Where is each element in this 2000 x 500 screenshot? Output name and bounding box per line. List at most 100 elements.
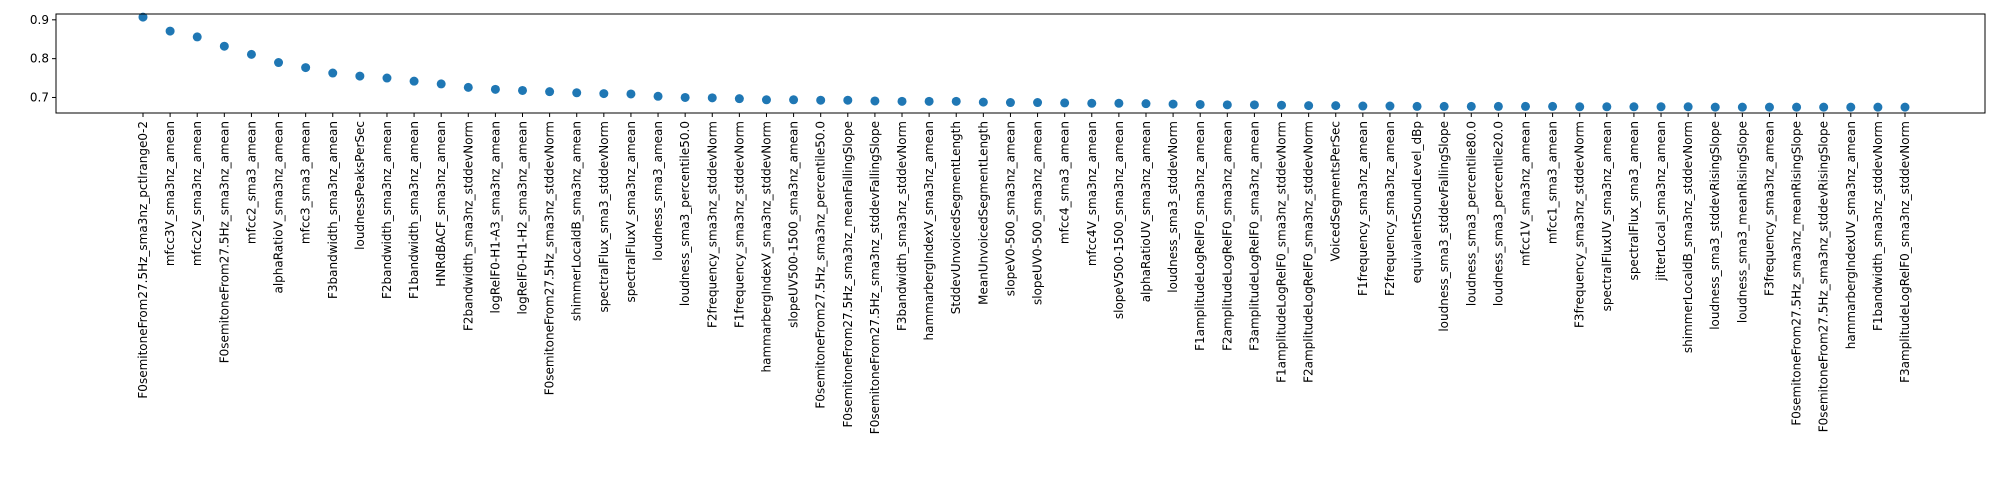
data-point — [843, 95, 853, 105]
y-axis: 0.7 0.8 0.9 — [30, 13, 56, 104]
data-point — [1629, 102, 1639, 112]
x-tick-label: F1amplitudeLogRelF0_sma3nz_amean — [1193, 121, 1207, 351]
x-tick-label: F0semitoneFrom27.5Hz_sma3nz_pctlrange0-2 — [136, 121, 150, 399]
data-point — [1222, 100, 1232, 110]
x-tick-label: F0semitoneFrom27.5Hz_sma3nz_percentile50… — [814, 121, 828, 409]
data-point — [1846, 102, 1856, 112]
data-point — [789, 95, 799, 105]
data-point — [1385, 101, 1395, 111]
data-point — [1737, 102, 1747, 112]
data-point — [192, 32, 202, 42]
x-tick-label: F3frequency_sma3nz_stddevNorm — [1573, 121, 1587, 328]
data-point — [1792, 102, 1802, 112]
data-point — [816, 95, 826, 105]
x-tick-label: mfcc4_sma3_amean — [1058, 121, 1072, 244]
x-tick-label: F0semitoneFrom27.5Hz_sma3nz_stddevNorm — [543, 121, 557, 395]
x-tick-label: loudness_sma3_percentile20.0 — [1491, 121, 1505, 306]
data-point — [870, 96, 880, 106]
x-tick-label: mfcc4V_sma3nz_amean — [1085, 121, 1099, 266]
data-point — [165, 26, 175, 36]
x-tick-label: spectralFluxUV_sma3nz_amean — [1600, 121, 1614, 311]
x-tick-label: F2amplitudeLogRelF0_sma3nz_amean — [1220, 121, 1234, 351]
data-point — [707, 93, 717, 103]
x-tick-label: loudness_sma3_meanRisingSlope — [1735, 121, 1749, 323]
data-point — [355, 71, 365, 81]
x-tick-label: F2bandwidth_sma3nz_amean — [380, 121, 394, 299]
x-tick-label: hammarbergIndexV_sma3nz_stddevNorm — [759, 121, 773, 372]
x-tick-label: MeanUnvoicedSegmentLength — [976, 121, 990, 305]
x-tick-label: HNRdBACF_sma3nz_amean — [434, 121, 448, 287]
x-tick-label: loudness_sma3_stddevNorm — [1166, 121, 1180, 293]
data-point — [1249, 100, 1259, 110]
x-tick-label: mfcc3_sma3_amean — [299, 121, 313, 244]
x-tick-label: slopeV500-1500_sma3nz_amean — [1112, 121, 1126, 319]
data-point — [1141, 99, 1151, 109]
data-point — [1548, 101, 1558, 111]
x-tick-label: logRelF0-H1-A3_sma3nz_amean — [488, 121, 502, 313]
x-tick-label: F0semitoneFrom27.5Hz_sma3nz_meanFallingS… — [841, 121, 855, 428]
x-tick-label: loudness_sma3_percentile80.0 — [1464, 121, 1478, 306]
x-tick-label: mfcc3V_sma3nz_amean — [163, 121, 177, 266]
data-point — [545, 87, 555, 97]
data-point — [1602, 102, 1612, 112]
x-tick-label: alphaRatioV_sma3nz_amean — [272, 121, 286, 294]
data-point — [1575, 102, 1585, 112]
data-point — [1005, 98, 1015, 108]
data-point — [978, 97, 988, 107]
data-point — [490, 84, 500, 94]
data-point — [897, 96, 907, 106]
x-tick-label: shimmerLocaldB_sma3nz_stddevNorm — [1681, 121, 1695, 353]
x-tick-label: loudnessPeaksPerSec — [353, 121, 367, 250]
x-tick-label: mfcc2V_sma3nz_amean — [190, 121, 204, 266]
data-point — [1033, 98, 1043, 108]
data-point — [1114, 98, 1124, 108]
x-tick-label: F1bandwidth_sma3nz_amean — [407, 121, 421, 299]
x-tick-label: F2bandwidth_sma3nz_stddevNorm — [461, 121, 475, 331]
x-tick-label: loudness_sma3_stddevRisingSlope — [1708, 121, 1722, 330]
data-point — [1683, 102, 1693, 112]
x-tick-label: mfcc1_sma3_amean — [1546, 121, 1560, 244]
x-tick-label: hammarbergIndexV_sma3nz_amean — [922, 121, 936, 340]
y-tick-label: 0.8 — [30, 52, 49, 66]
y-tick-label: 0.9 — [30, 13, 49, 27]
x-tick-label: loudness_sma3_percentile50.0 — [678, 121, 692, 306]
data-point — [1819, 102, 1829, 112]
data-point — [1466, 101, 1476, 111]
data-point — [1520, 101, 1530, 111]
data-point — [274, 58, 284, 68]
data-point — [1304, 101, 1314, 111]
x-tick-label: loudness_sma3_amean — [651, 121, 665, 261]
data-point — [382, 73, 392, 83]
data-point — [1412, 101, 1422, 111]
data-point — [924, 96, 934, 106]
x-tick-label: logRelF0-H1-H2_sma3nz_amean — [516, 121, 530, 315]
x-axis: F0semitoneFrom27.5Hz_sma3nz_pctlrange0-2… — [136, 113, 1912, 434]
x-tick-label: slopeUV0-500_sma3nz_amean — [1031, 121, 1045, 305]
x-tick-label: spectralFlux_sma3_amean — [1627, 121, 1641, 280]
data-point — [653, 91, 663, 101]
x-tick-label: spectralFluxV_sma3nz_amean — [624, 121, 638, 303]
data-point — [734, 94, 744, 104]
x-tick-label: F0semitoneFrom27.5Hz_sma3nz_stddevFallin… — [868, 121, 882, 434]
data-point — [1764, 102, 1774, 112]
x-tick-label: F3amplitudeLogRelF0_sma3nz_amean — [1247, 121, 1261, 351]
x-tick-label: alphaRatioUV_sma3nz_amean — [1139, 121, 1153, 302]
x-tick-label: F3bandwidth_sma3nz_stddevNorm — [895, 121, 909, 331]
x-tick-label: F0semitoneFrom27.5Hz_sma3nz_stddevRising… — [1817, 121, 1831, 432]
x-tick-label: F2frequency_sma3nz_stddevNorm — [705, 121, 719, 328]
x-tick-label: F3amplitudeLogRelF0_sma3nz_stddevNorm — [1898, 121, 1912, 383]
data-point — [328, 68, 338, 78]
x-tick-label: mfcc2_sma3_amean — [244, 121, 258, 244]
x-tick-label: StddevUnvoicedSegmentLength — [949, 121, 963, 314]
data-point — [1195, 99, 1205, 109]
data-point — [1900, 102, 1910, 112]
data-point — [219, 41, 229, 51]
x-tick-label: jitterLocal_sma3nz_amean — [1654, 121, 1668, 282]
x-tick-label: loudness_sma3_stddevFallingSlope — [1437, 121, 1451, 332]
data-point — [246, 49, 256, 59]
x-tick-label: F1bandwidth_sma3nz_stddevNorm — [1871, 121, 1885, 331]
data-point — [680, 92, 690, 102]
data-point — [1168, 99, 1178, 109]
x-tick-label: equivalentSoundLevel_dBp — [1410, 121, 1424, 283]
